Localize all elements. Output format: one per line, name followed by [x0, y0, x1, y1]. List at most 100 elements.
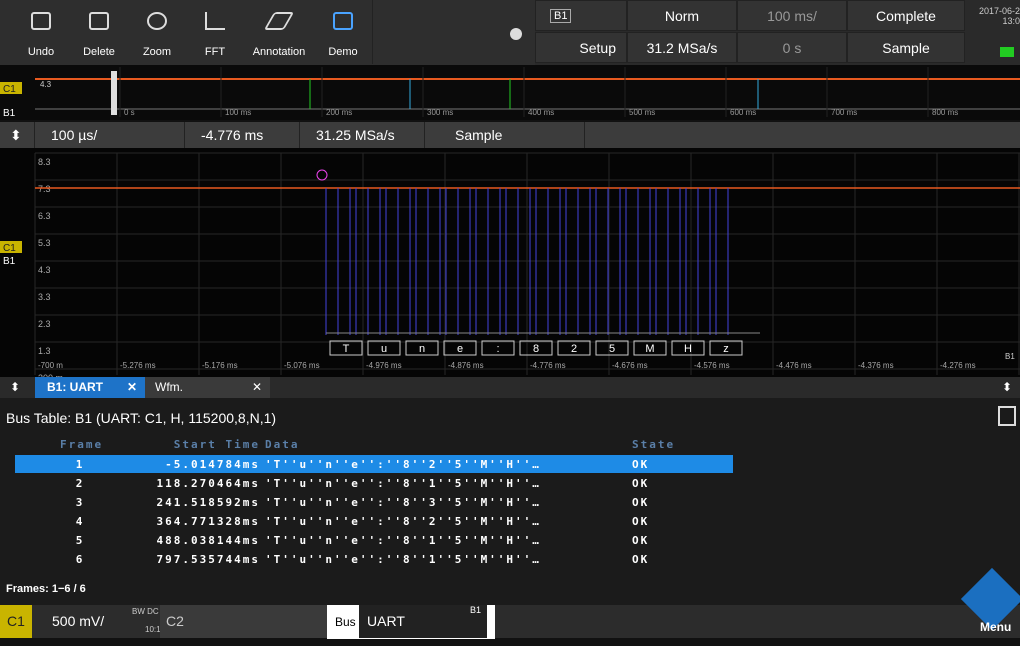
overview-tick-label: 500 ms [629, 108, 655, 117]
x-tick-label: -4.776 ms [530, 361, 566, 370]
decoded-byte [633, 340, 667, 356]
timebase[interactable]: 100 ms/ [737, 0, 847, 31]
overview-zoom-window [111, 71, 117, 115]
table-cell: -5.014784ms [165, 458, 260, 471]
x-tick-label: -4.476 ms [776, 361, 812, 370]
tab[interactable]: B1: UART ✕ [35, 377, 145, 398]
decoded-label: u [381, 343, 387, 355]
overview-tick-label: 200 ms [326, 108, 352, 117]
table-cell: 3 [75, 496, 85, 509]
overview-tick-label: 700 ms [831, 108, 857, 117]
overview-tick-label: 800 ms [932, 108, 958, 117]
bus-label: B1 [3, 256, 16, 267]
demo-button[interactable]: Demo [314, 0, 373, 64]
x-tick-label: -5.276 ms [120, 361, 156, 370]
channel-badge[interactable]: C1 [0, 605, 32, 638]
zoom-position[interactable]: -4.776 ms [185, 122, 300, 148]
decoded-label: T [343, 343, 350, 355]
column-header: Start Time [173, 438, 260, 451]
settings-icon[interactable] [510, 28, 522, 40]
overview-tick-label: 100 ms [225, 108, 251, 117]
date: 2017-06-2 [978, 6, 1020, 16]
table-cell: 797.535744ms [156, 553, 260, 566]
table-cell: 118.270464ms [156, 477, 260, 490]
zoom-timebase[interactable]: 100 µs/ [35, 122, 185, 148]
undo-button[interactable]: Undo [12, 0, 71, 64]
zoom-arrows[interactable]: ⬍ [0, 122, 35, 148]
table-cell: 'T''u''n''e'':''8''3''5''M''H''… [265, 496, 541, 509]
tab[interactable]: Wfm. ✕ [145, 377, 270, 398]
y-tick-label: 2.3 [38, 319, 51, 329]
decoded-byte [519, 340, 553, 356]
table-cell: 'T''u''n''e'':''8''2''5''M''H''… [265, 515, 541, 528]
bus-table-panel: Bus Table: B1 (UART: C1, H, 115200,8,N,1… [0, 398, 1020, 605]
table-cell: 364.771328ms [156, 515, 260, 528]
y-tick-label: 7.3 [38, 184, 51, 194]
y-tick-label: 8.3 [38, 157, 51, 167]
label: Demo [328, 46, 358, 58]
x-tick-label: -4.976 ms [366, 361, 402, 370]
overview-tick-label: 600 ms [730, 108, 756, 117]
selected-row[interactable] [15, 455, 733, 473]
table-cell: 5 [75, 534, 85, 547]
annotation-button[interactable]: Annotation [244, 0, 315, 64]
text: B1 [550, 9, 572, 23]
y-tick-label: 300 m [38, 373, 63, 377]
sample-rate[interactable]: 31.2 MSa/s [627, 32, 737, 63]
table-cell: 6 [75, 553, 85, 566]
status-panel: B1 Norm 100 ms/ Complete Setup 31.2 MSa/… [535, 0, 965, 65]
clock: 2017-06-2 13:0 [965, 0, 1020, 65]
acq-state[interactable]: Complete [847, 0, 965, 31]
decoded-label: 5 [609, 343, 615, 355]
bus-marker: B1 [1005, 352, 1015, 361]
tab-bar: ⬍ B1: UART ✕ Wfm. ✕ ⬍ [0, 377, 1020, 398]
x-tick-label: -5.176 ms [202, 361, 238, 370]
zoom-mode[interactable]: Sample [425, 122, 585, 148]
table-cell: OK [632, 534, 650, 547]
x-tick-label: -5.076 ms [284, 361, 320, 370]
zoom-button[interactable]: Zoom [128, 0, 187, 64]
bus-label: Bus [335, 615, 356, 629]
acq-mode[interactable]: Sample [847, 32, 965, 63]
decoded-label: e [457, 343, 463, 355]
decoded-byte [405, 340, 439, 356]
table-cell: OK [632, 496, 650, 509]
fft-button[interactable]: FFT [186, 0, 245, 64]
offset[interactable]: 0 s [737, 32, 847, 63]
label: Zoom [142, 46, 172, 58]
tab-label: B1: UART [47, 380, 103, 394]
x-tick-label: -700 m [38, 361, 63, 370]
table-cell: OK [632, 458, 650, 471]
decoded-label: 2 [571, 343, 577, 355]
delete-button[interactable]: Delete [70, 0, 129, 64]
table-cell: OK [632, 515, 650, 528]
label: Annotation [252, 46, 306, 58]
x-tick-label: -4.676 ms [612, 361, 648, 370]
menu-label: Menu [980, 620, 1012, 634]
column-header: State [632, 438, 676, 451]
save-icon[interactable] [998, 406, 1016, 426]
decoded-byte [671, 340, 705, 356]
zoom-sample-rate[interactable]: 31.25 MSa/s [300, 122, 425, 148]
bus-label: B1 [3, 108, 16, 119]
column-header: Data [265, 438, 300, 451]
decoded-byte [367, 340, 401, 356]
waveform-bg [0, 148, 1020, 377]
source[interactable]: B1 [535, 0, 627, 31]
decoded-label: H [684, 343, 692, 355]
channel-badge [0, 82, 22, 94]
decoded-byte [557, 340, 591, 356]
table-cell: OK [632, 477, 650, 490]
channel2-badge[interactable]: C2 [160, 605, 331, 638]
bus-badge[interactable]: Bus UART B1 [327, 605, 495, 639]
table-cell: 1 [75, 458, 85, 471]
setup[interactable]: Setup [535, 32, 627, 63]
scope-display: 4.3 0 s 100 ms 200 ms 300 ms 400 ms 500 ms 600 … [0, 65, 1020, 377]
trigger-mode[interactable]: Norm [627, 0, 737, 31]
y-tick-label: 4.3 [38, 265, 51, 275]
channel-scale[interactable]: 500 mV/ [52, 613, 105, 629]
toolbar: Undo Delete Zoom FFT Annotation Demo [0, 0, 535, 65]
channel-label: C1 [3, 84, 16, 95]
table-title: Bus Table: B1 (UART: C1, H, 115200,8,N,1… [6, 410, 277, 426]
x-tick-label: -4.876 ms [448, 361, 484, 370]
